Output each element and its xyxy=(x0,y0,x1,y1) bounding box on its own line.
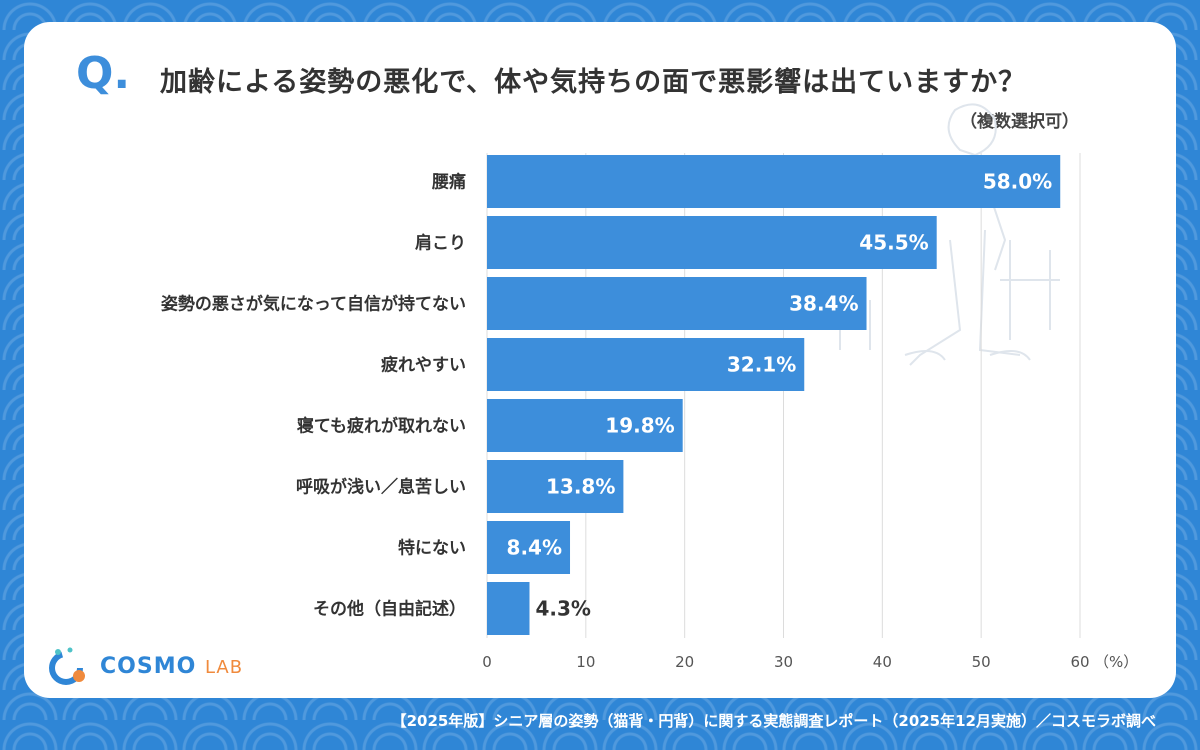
bar xyxy=(487,460,624,513)
chair-illustration-icon xyxy=(839,103,1060,366)
category-label: 疲れやすい xyxy=(381,355,466,376)
value-label: 38.4% xyxy=(789,292,858,316)
x-tick-label: 40 xyxy=(873,653,892,671)
x-tick-label: 10 xyxy=(576,653,595,671)
category-label: その他（自由記述） xyxy=(313,599,466,620)
page-subtitle: （複数選択可） xyxy=(960,112,1079,132)
x-axis-ticks: 0 10 20 30 40 50 60 xyxy=(482,653,1089,671)
bar xyxy=(487,338,805,391)
bar xyxy=(487,216,937,269)
x-tick-label: 30 xyxy=(774,653,793,671)
x-tick-label: 60 xyxy=(1070,653,1089,671)
bar xyxy=(487,155,1061,208)
category-label: 呼吸が浅い／息苦しい xyxy=(296,477,466,498)
logo-text: COSMO LAB xyxy=(100,654,243,679)
value-label: 13.8% xyxy=(546,475,615,499)
category-label: 肩こり xyxy=(415,233,466,254)
bar xyxy=(487,277,867,330)
category-label: 寝ても疲れが取れない xyxy=(297,416,466,437)
bars-group xyxy=(487,155,1061,635)
bar xyxy=(487,399,683,452)
bar xyxy=(487,582,530,635)
category-label: 腰痛 xyxy=(432,172,466,193)
value-labels: 58.0% 45.5% 38.4% 32.1% 19.8% 13.8% 8.4% 4.3% xyxy=(507,170,1053,621)
value-label: 32.1% xyxy=(727,353,796,377)
category-label: 姿勢の悪さが気になって自信が持てない xyxy=(161,294,466,315)
x-tick-label: 20 xyxy=(675,653,694,671)
logo-brand-sub: LAB xyxy=(204,656,244,678)
category-label: 特にない xyxy=(398,538,466,559)
value-label: 45.5% xyxy=(859,231,928,255)
bar xyxy=(487,521,571,574)
logo-brand: COSMO xyxy=(100,653,197,679)
value-label: 4.3% xyxy=(535,597,590,621)
logo: COSMO LAB xyxy=(46,646,243,686)
x-axis-unit: （%） xyxy=(1094,653,1138,671)
value-label: 19.8% xyxy=(605,414,674,438)
value-label: 58.0% xyxy=(983,170,1052,194)
cosmo-logo-icon xyxy=(49,647,85,685)
question-mark: Q. xyxy=(76,48,131,99)
value-label: 8.4% xyxy=(507,536,562,560)
x-tick-label: 50 xyxy=(972,653,991,671)
category-labels: 腰痛肩こり姿勢の悪さが気になって自信が持てない疲れやすい寝ても疲れが取れない呼吸… xyxy=(161,172,466,620)
source-footer: 【2025年版】シニア層の姿勢（猫背・円背）に関する実態調査レポート（2025年… xyxy=(391,712,1156,730)
page-title: 加齢による姿勢の悪化で、体や気持ちの面で悪影響は出ていますか？ xyxy=(160,67,1027,98)
x-tick-label: 0 xyxy=(482,653,492,671)
